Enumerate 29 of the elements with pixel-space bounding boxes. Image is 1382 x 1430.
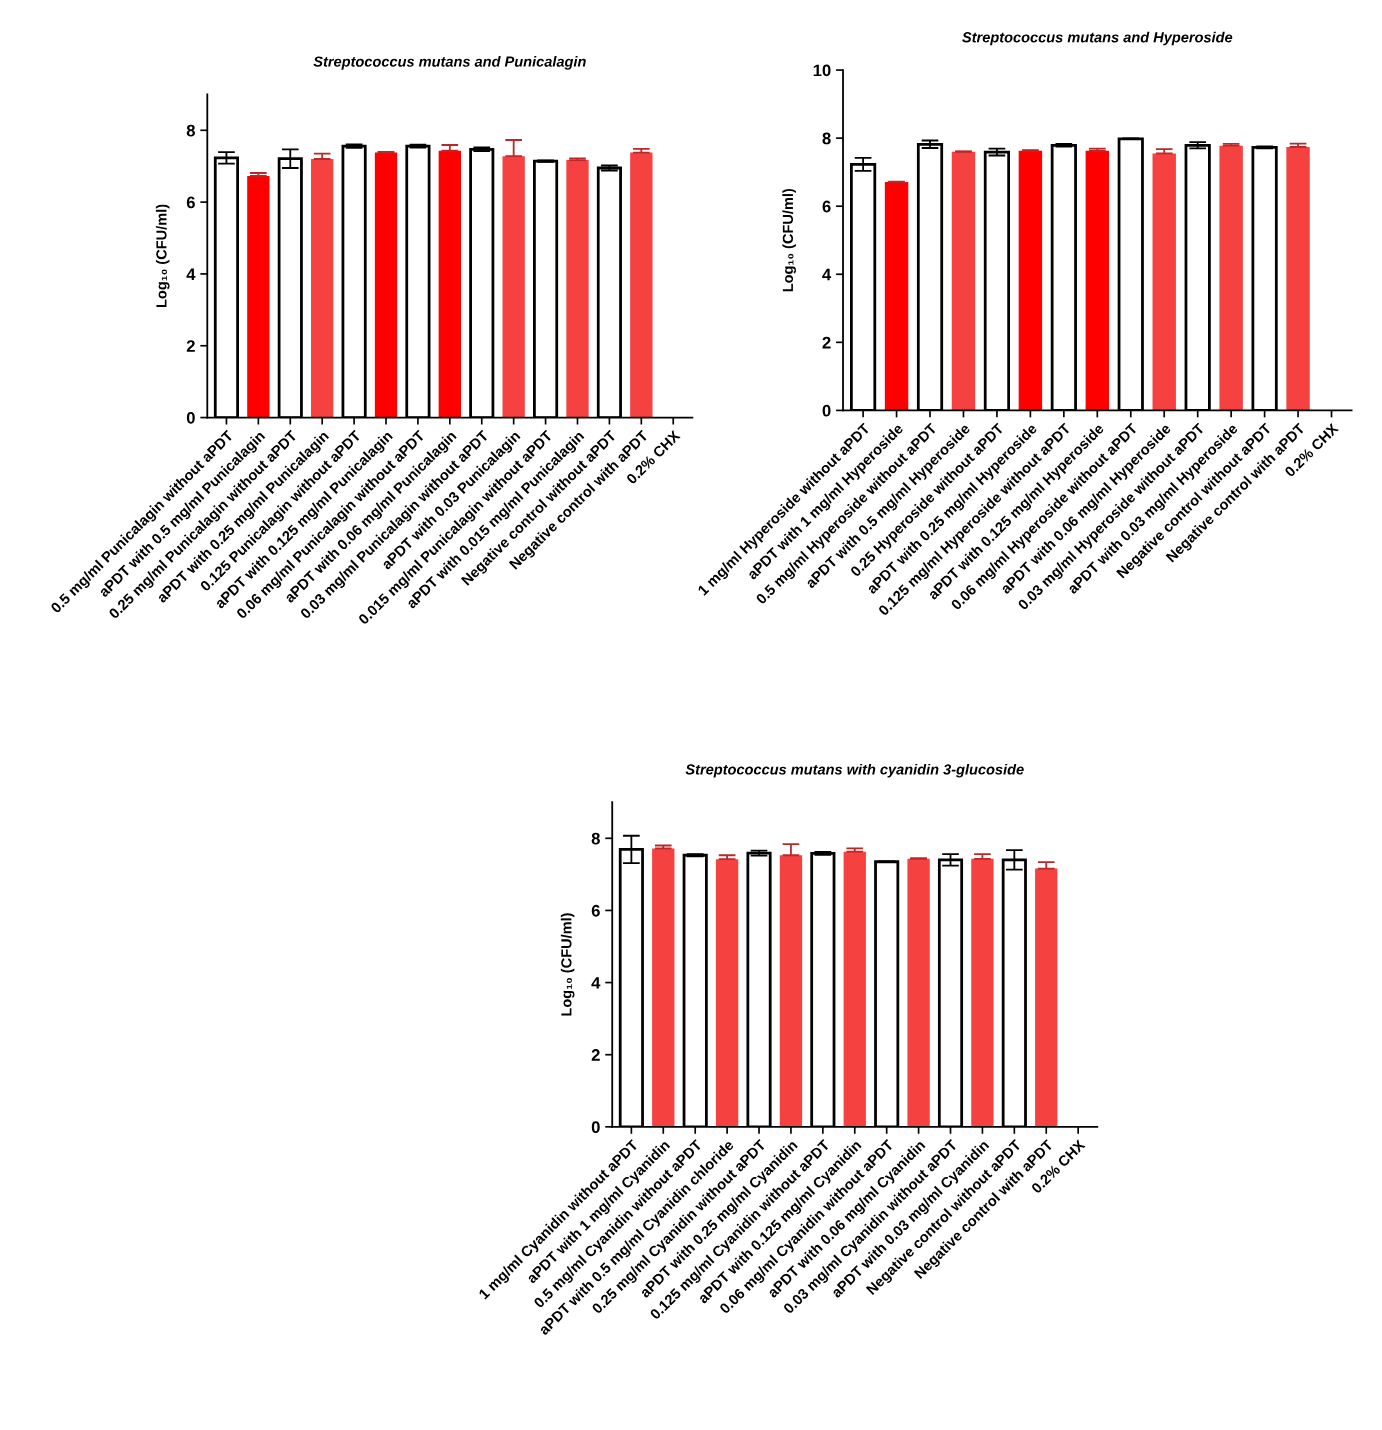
y-axis-title: Log₁₀ (CFU/ml) — [560, 913, 575, 1016]
y-tick-label: 2 — [822, 336, 831, 349]
bar — [843, 851, 866, 1127]
chart-title: Streptococcus mutans with cyanidin 3-glucoside — [685, 763, 1024, 778]
y-tick-label: 0 — [822, 404, 831, 417]
y-axis-title: Log₁₀ (CFU/ml) — [782, 188, 797, 292]
y-tick-label: 4 — [591, 977, 601, 989]
y-tick-label: 0 — [186, 411, 195, 424]
bar — [715, 859, 739, 1127]
y-tick-label: 8 — [591, 832, 600, 845]
bar — [971, 858, 994, 1127]
bar — [1035, 868, 1058, 1127]
chart-title: Streptococcus mutans and Punicalagin — [313, 56, 586, 70]
chart-title: Streptococcus mutans and Hyperoside — [962, 31, 1233, 46]
y-tick-label: 8 — [186, 124, 195, 137]
y-tick-label: 2 — [186, 340, 195, 352]
y-axis-title: Log₁₀ (CFU/ml) — [155, 204, 170, 308]
y-tick-label: 6 — [591, 904, 600, 917]
y-tick-label: 0 — [591, 1121, 600, 1134]
y-tick-label: 4 — [822, 268, 832, 281]
bar — [907, 858, 930, 1127]
y-tick-label: 8 — [822, 132, 831, 145]
y-tick-label: 6 — [186, 196, 195, 209]
y-tick-label: 4 — [186, 268, 196, 280]
bar — [652, 848, 675, 1127]
y-tick-label: 6 — [822, 200, 831, 213]
bar — [779, 855, 803, 1127]
y-tick-label: 2 — [591, 1049, 600, 1061]
y-tick-label: 10 — [813, 64, 831, 77]
